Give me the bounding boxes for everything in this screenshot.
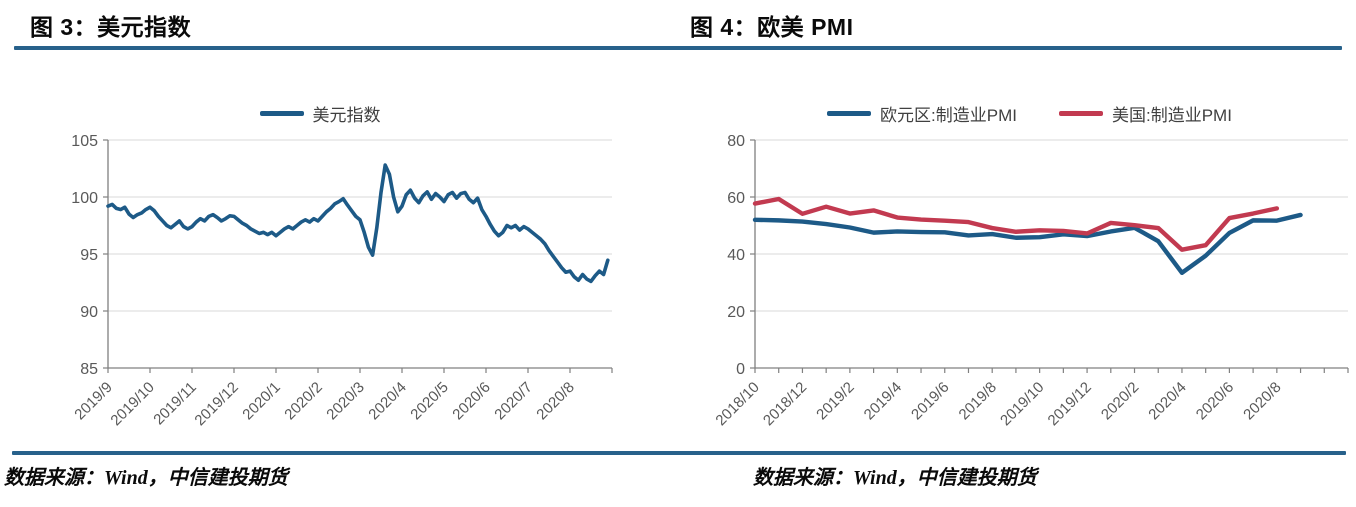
svg-text:2020/8: 2020/8 <box>1240 379 1284 423</box>
svg-text:2019/12: 2019/12 <box>1045 379 1095 429</box>
usd-index-chart: 8590951001052019/92019/102019/112019/122… <box>71 133 613 429</box>
svg-text:40: 40 <box>727 247 745 264</box>
svg-text:2020/7: 2020/7 <box>491 379 535 423</box>
svg-text:90: 90 <box>80 304 98 321</box>
svg-text:80: 80 <box>727 133 745 150</box>
figure4-source: 数据来源：Wind，中信建投期货 <box>753 467 1037 489</box>
bottom-divider-rule <box>12 451 1346 455</box>
svg-text:2020/6: 2020/6 <box>449 379 493 423</box>
figure3-title: 图 3：美元指数 <box>30 14 192 40</box>
svg-text:2019/2: 2019/2 <box>813 379 857 423</box>
svg-text:2019/6: 2019/6 <box>908 379 952 423</box>
svg-text:105: 105 <box>71 133 98 150</box>
svg-text:2019/4: 2019/4 <box>861 379 905 423</box>
svg-text:2020/4: 2020/4 <box>365 379 409 423</box>
svg-text:2019/8: 2019/8 <box>956 379 1000 423</box>
svg-text:60: 60 <box>727 190 745 207</box>
svg-text:95: 95 <box>80 247 98 264</box>
svg-text:2020/2: 2020/2 <box>281 379 325 423</box>
svg-text:0: 0 <box>736 361 745 378</box>
svg-text:2020/4: 2020/4 <box>1145 379 1189 423</box>
svg-text:2020/6: 2020/6 <box>1193 379 1237 423</box>
svg-text:2020/8: 2020/8 <box>533 379 577 423</box>
svg-text:85: 85 <box>80 361 98 378</box>
figure3-source: 数据来源：Wind，中信建投期货 <box>4 467 288 489</box>
svg-text:2020/2: 2020/2 <box>1098 379 1142 423</box>
svg-text:2020/5: 2020/5 <box>407 379 451 423</box>
figure4-title: 图 4：欧美 PMI <box>690 14 854 40</box>
svg-text:2020/1: 2020/1 <box>239 379 283 423</box>
svg-text:2018/12: 2018/12 <box>760 379 810 429</box>
svg-text:2019/11: 2019/11 <box>150 379 200 429</box>
svg-text:100: 100 <box>71 190 98 207</box>
top-divider-rule <box>14 46 1342 50</box>
svg-text:20: 20 <box>727 304 745 321</box>
svg-text:2020/3: 2020/3 <box>323 379 367 423</box>
svg-text:2019/10: 2019/10 <box>107 379 157 429</box>
svg-text:2018/10: 2018/10 <box>712 379 762 429</box>
svg-text:2019/10: 2019/10 <box>997 379 1047 429</box>
svg-text:2019/12: 2019/12 <box>191 379 241 429</box>
